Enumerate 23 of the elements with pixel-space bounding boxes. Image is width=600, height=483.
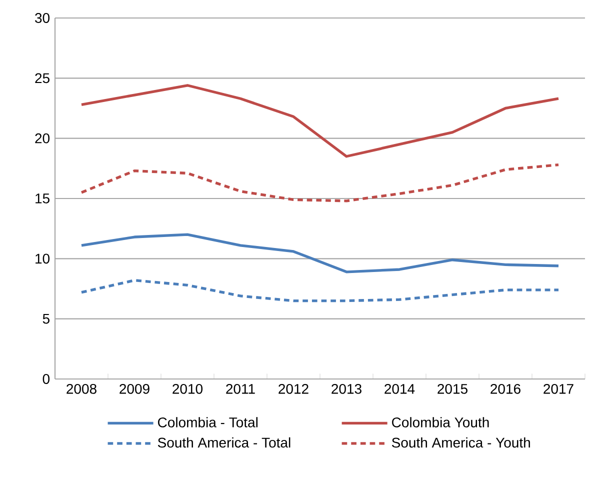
y-tick-label: 20 [35,133,50,144]
line-series [80,163,560,202]
x-tick-label: 2010 [172,384,203,394]
y-tick-label: 25 [35,73,50,84]
x-tick-label: 2009 [120,384,150,394]
x-tick-label: 2017 [544,384,574,394]
x-tick-label: 2011 [226,384,255,394]
line-series [80,233,560,274]
x-tick-label: 2008 [66,384,96,394]
x-tick-label: 2013 [332,384,362,394]
y-tick-label: 0 [42,374,50,384]
legend-label: Colombia Youth [392,417,489,428]
y-tick-label: 30 [35,13,50,23]
y-tick-label: 15 [36,194,50,204]
x-tick-label: 2014 [384,384,415,394]
legend-label: Colombia - Total [158,417,258,428]
x-tick-label: 2015 [438,384,468,394]
legend-label: South America - Youth [392,437,530,448]
y-tick-label: 5 [42,314,50,324]
x-tick-label: 2016 [490,384,520,394]
y-tick-label: 10 [36,254,50,264]
legend-label: South America - Total [158,437,290,448]
x-tick-label: 2012 [278,384,308,394]
